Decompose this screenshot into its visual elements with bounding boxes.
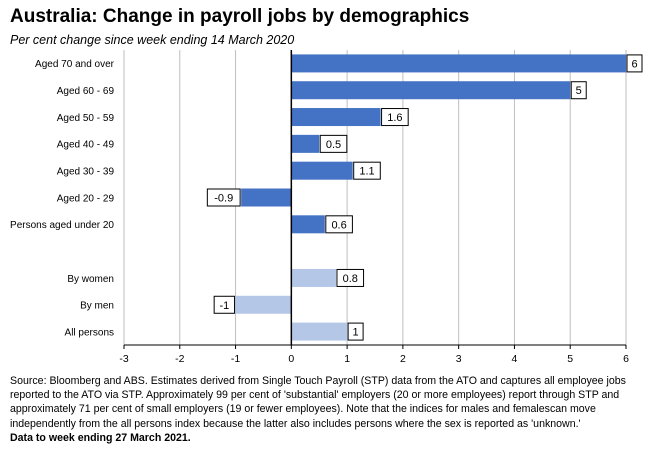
bar-1-1 bbox=[235, 295, 292, 314]
data-label-0-6: 0.6 bbox=[331, 219, 346, 231]
x-tick-label-2: -1 bbox=[231, 353, 240, 365]
data-label-0-1: 5 bbox=[576, 85, 582, 97]
data-label-box-0-4 bbox=[353, 161, 381, 180]
data-label-box-0-1 bbox=[570, 81, 587, 100]
data-label-0-3: 0.5 bbox=[326, 139, 341, 151]
category-label-1-2: All persons bbox=[65, 327, 114, 338]
data-label-box-0-3 bbox=[319, 134, 348, 153]
data-label-0-2: 1.6 bbox=[387, 112, 402, 124]
data-label-box-1-2 bbox=[347, 322, 364, 341]
source-note: Source: Bloomberg and ABS. Estimates der… bbox=[10, 374, 644, 445]
chart-title: Australia: Change in payroll jobs by dem… bbox=[10, 6, 470, 27]
bar-1-2 bbox=[291, 322, 348, 341]
bar-0-0 bbox=[291, 54, 626, 73]
x-tick-label-1: -2 bbox=[175, 353, 184, 365]
data-label-box-0-5 bbox=[206, 188, 241, 207]
data-label-box-1-0 bbox=[336, 268, 365, 287]
data-label-1-1: -1 bbox=[219, 300, 229, 312]
category-label-0-5: Aged 20 - 29 bbox=[57, 193, 115, 204]
data-label-box-0-6 bbox=[325, 215, 353, 234]
x-tick-label-3: 0 bbox=[288, 353, 294, 365]
chart-subtitle: Per cent change since week ending 14 Mar… bbox=[10, 33, 295, 47]
data-label-box-1-1 bbox=[213, 295, 236, 314]
bar-0-3 bbox=[291, 134, 320, 153]
bar-0-5 bbox=[241, 188, 292, 207]
data-label-box-0-2 bbox=[381, 108, 409, 127]
x-tick-label-8: 5 bbox=[567, 353, 573, 365]
data-label-box-0-0 bbox=[626, 54, 643, 73]
bar-chart: Aged 70 and over 6 Aged 60 - 69 5 Aged 50 - … bbox=[10, 50, 643, 365]
category-label-0-6: Persons aged under 20 bbox=[10, 220, 114, 231]
data-label-0-4: 1.1 bbox=[359, 166, 374, 178]
category-label-1-0: By women bbox=[67, 274, 114, 285]
category-label-0-2: Aged 50 - 59 bbox=[57, 113, 115, 124]
x-tick-label-4: 1 bbox=[344, 353, 350, 365]
data-label-1-2: 1 bbox=[353, 327, 359, 339]
bar-0-2 bbox=[291, 108, 381, 127]
data-date-note: Data to week ending 27 March 2021. bbox=[10, 431, 191, 444]
source-text: Source: Bloomberg and ABS. Estimates der… bbox=[10, 375, 626, 430]
category-label-0-4: Aged 30 - 39 bbox=[57, 166, 115, 177]
bar-0-1 bbox=[291, 81, 571, 100]
bar-1-0 bbox=[291, 268, 336, 287]
x-tick-label-0: -3 bbox=[119, 353, 128, 365]
data-label-1-0: 0.8 bbox=[343, 273, 358, 285]
x-tick-label-9: 6 bbox=[623, 353, 629, 365]
data-label-0-0: 6 bbox=[631, 58, 637, 70]
x-tick-label-7: 4 bbox=[512, 353, 518, 365]
bar-0-4 bbox=[291, 161, 353, 180]
category-label-0-1: Aged 60 - 69 bbox=[57, 86, 115, 97]
x-tick-label-5: 2 bbox=[400, 353, 406, 365]
data-label-0-5: -0.9 bbox=[214, 193, 233, 205]
category-label-1-1: By men bbox=[80, 301, 114, 312]
category-label-0-3: Aged 40 - 49 bbox=[57, 140, 115, 151]
bar-0-6 bbox=[291, 215, 325, 234]
x-tick-label-6: 3 bbox=[456, 353, 462, 365]
category-label-0-0: Aged 70 and over bbox=[35, 59, 115, 70]
